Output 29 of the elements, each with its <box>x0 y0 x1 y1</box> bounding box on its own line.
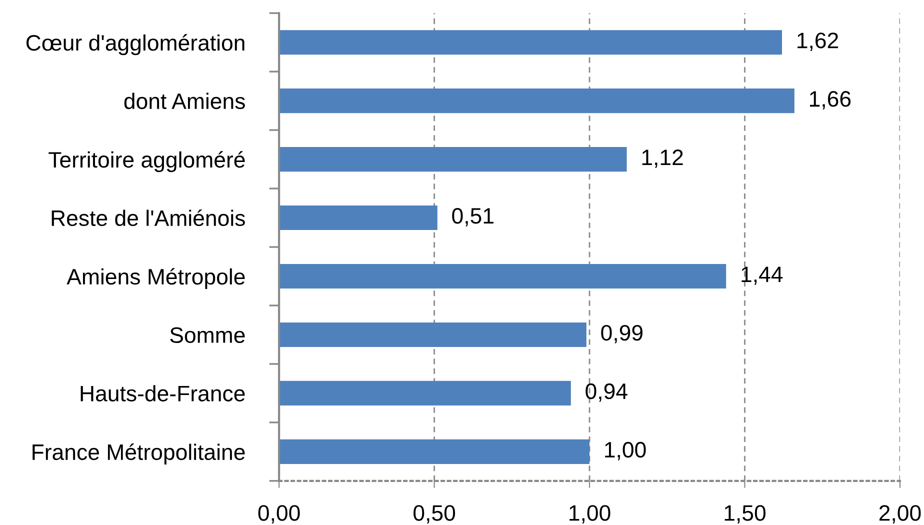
y-tick-label: dont Amiens <box>124 92 245 110</box>
x-tick-label: 1,50 <box>724 505 766 524</box>
data-label: 1,12 <box>642 150 683 168</box>
y-tick-label: Reste de l'Amiénois <box>52 209 245 226</box>
data-label: 0,94 <box>586 383 628 402</box>
y-tick-label: France Métropolitaine <box>32 443 245 464</box>
x-tick-label: 0,00 <box>258 505 300 524</box>
bar <box>279 264 726 289</box>
bar <box>279 30 782 55</box>
bar <box>279 205 438 230</box>
bar <box>279 439 590 464</box>
data-label: 1,00 <box>605 442 646 460</box>
bar <box>279 380 571 406</box>
y-tick-label: Hauts-de-France <box>80 385 245 402</box>
bar <box>279 147 627 172</box>
x-tick-label: 1,00 <box>570 505 610 524</box>
bar <box>279 88 794 114</box>
y-tick-label: Territoire aggloméré <box>48 151 245 172</box>
x-tick-label: 0,50 <box>414 505 456 524</box>
data-label: 0,99 <box>601 324 642 344</box>
data-label: 0,51 <box>452 208 494 226</box>
y-tick-label: Somme <box>170 327 245 343</box>
data-label: 1,44 <box>742 266 783 285</box>
data-label: 1,62 <box>798 32 838 51</box>
x-tick-label: 2,00 <box>879 505 921 524</box>
bar <box>279 322 586 347</box>
data-label: 1,66 <box>810 91 851 110</box>
y-tick-label: Amiens Métropole <box>66 268 245 290</box>
y-tick-label: Cœur d'agglomération <box>26 34 244 56</box>
